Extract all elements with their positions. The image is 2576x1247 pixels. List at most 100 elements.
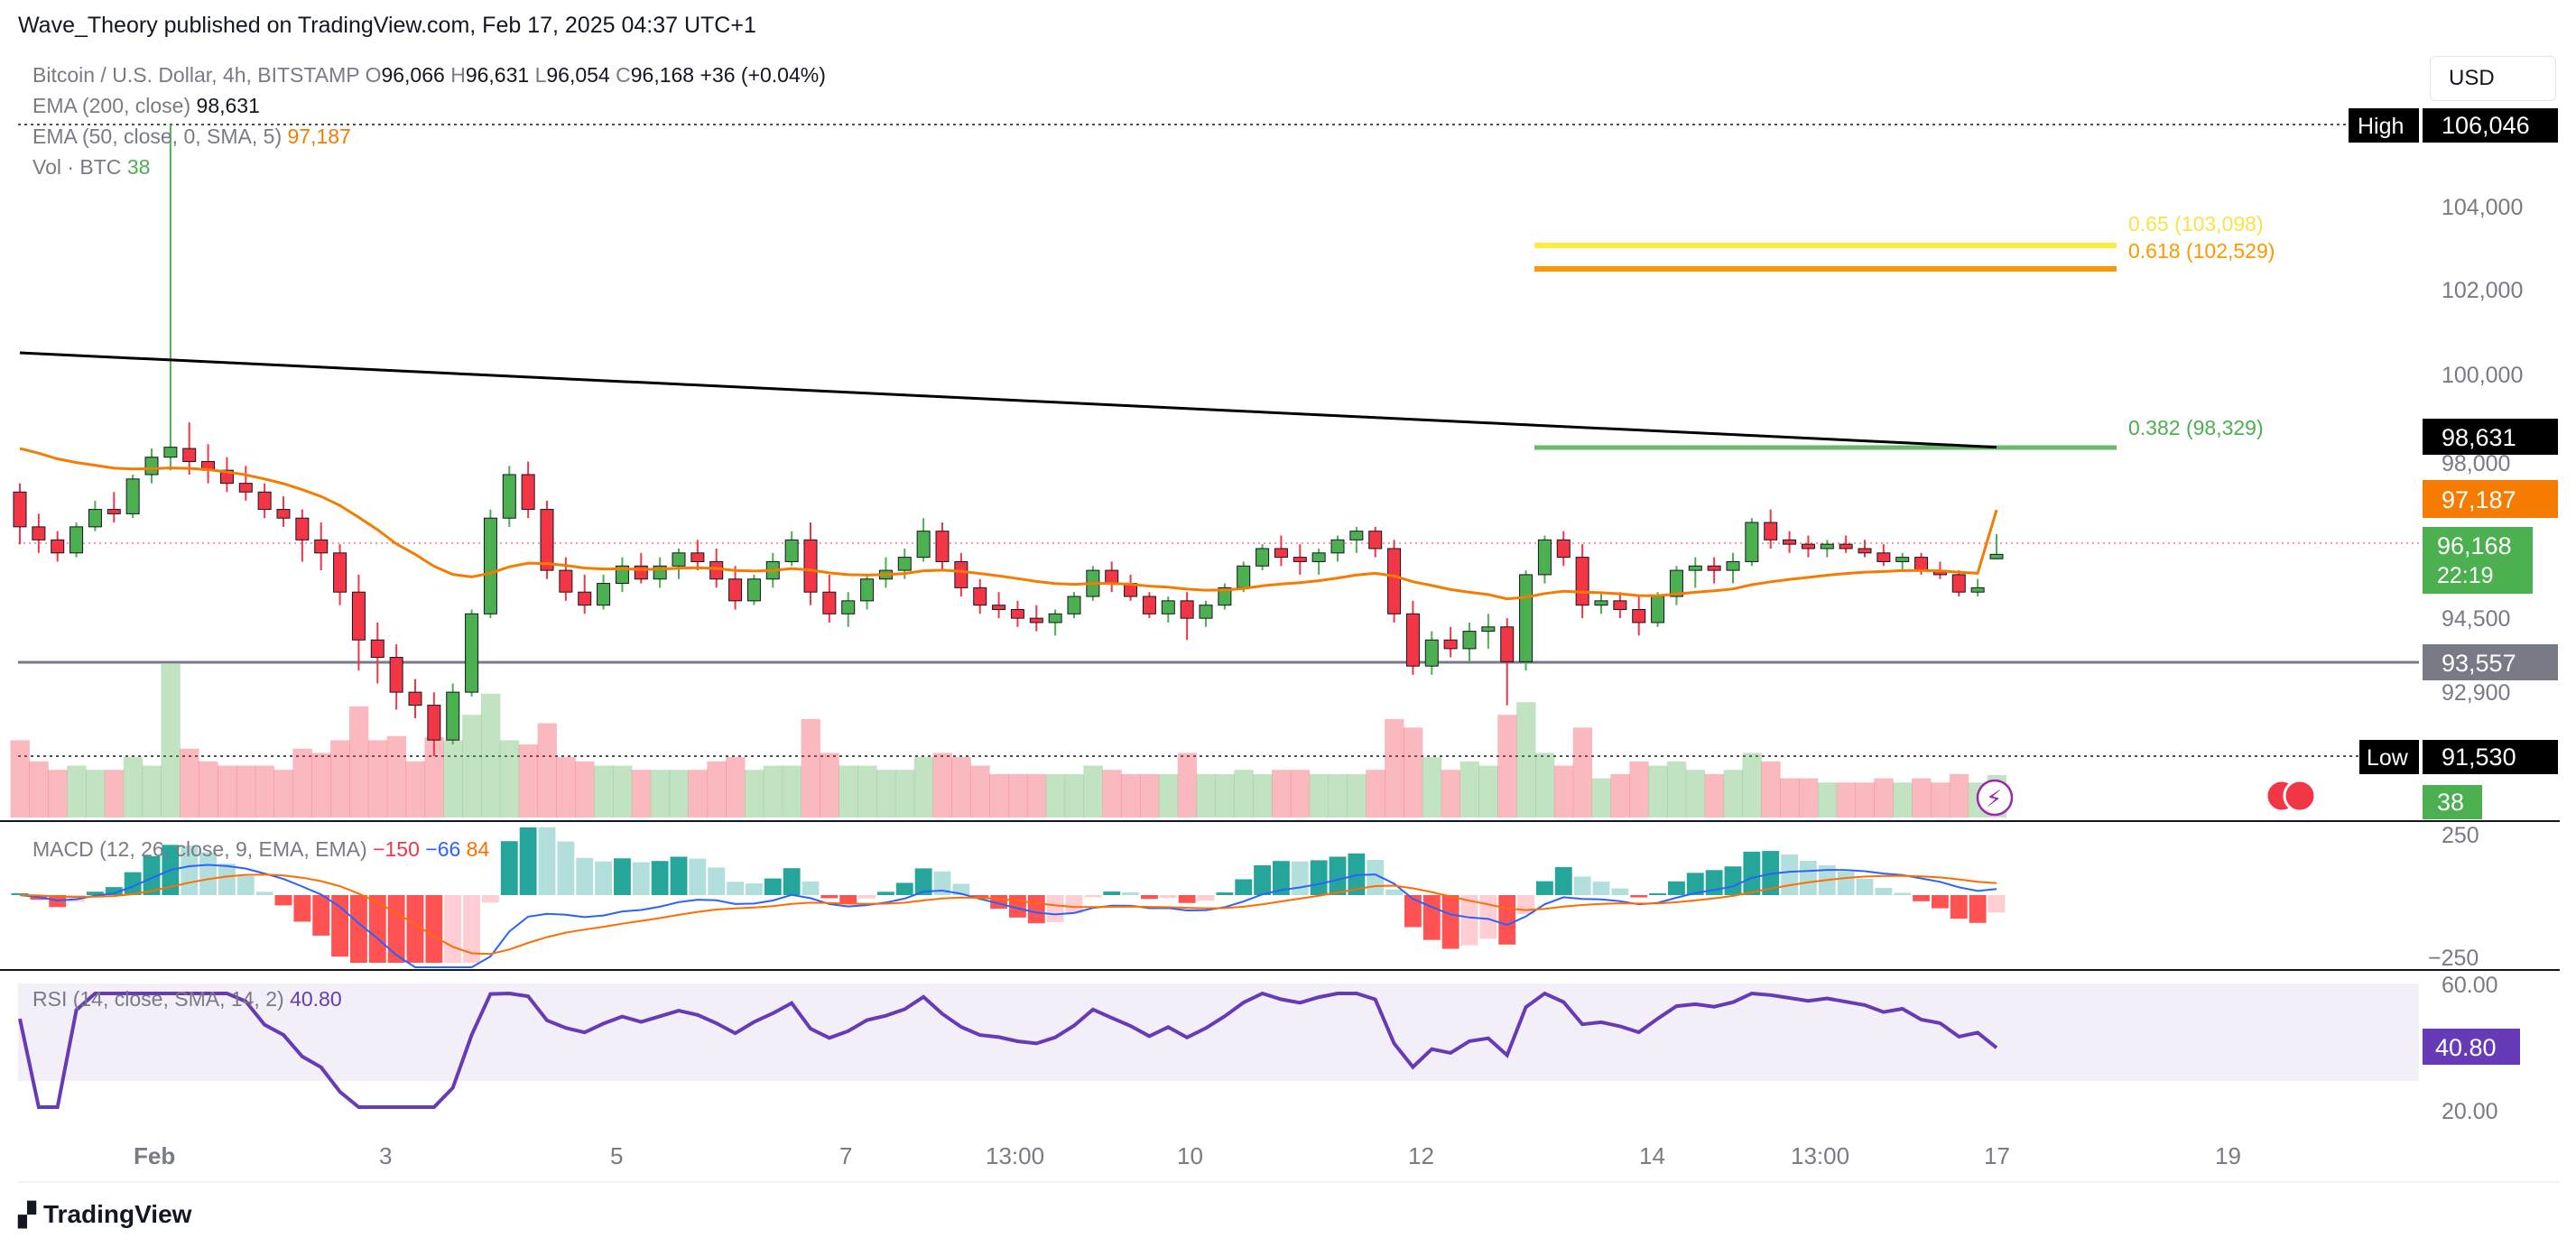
volume-bar (292, 748, 312, 817)
volume-bar (1121, 773, 1141, 817)
volume-bar (1347, 773, 1367, 817)
volume-bar (1780, 778, 1800, 817)
macd-bar (670, 856, 688, 895)
fib-0.65-label: 0.65 (103,098) (2128, 212, 2264, 236)
candle (1256, 548, 1270, 567)
volume-bar (707, 761, 727, 817)
macd-bar (143, 855, 161, 895)
svg-text:96,168: 96,168 (2437, 532, 2512, 559)
macd-bar (1103, 891, 1121, 895)
volume-bar (1064, 773, 1084, 817)
candle (709, 560, 724, 580)
macd-bar (557, 841, 575, 895)
macd-bar (482, 895, 499, 903)
macd-bar (764, 878, 782, 895)
volume-bar (1648, 765, 1668, 817)
candle (370, 639, 385, 659)
volume-badge: 38 (2423, 785, 2482, 819)
candle (1726, 560, 1740, 571)
volume-bar (894, 770, 915, 817)
volume-bar (481, 693, 501, 817)
volume-bar (1949, 773, 1969, 817)
publisher-header: Wave_Theory published on TradingView.com… (18, 13, 756, 38)
candle (992, 605, 1006, 610)
volume-bar (1912, 778, 1932, 817)
macd-bar (576, 857, 594, 895)
candle (1368, 531, 1383, 550)
volume-bar (1008, 773, 1028, 817)
candle (916, 531, 931, 559)
last-price-badge: 96,168 22:19 (2423, 527, 2533, 594)
candle (107, 509, 121, 514)
candle (1632, 608, 1646, 624)
volume-bar (1140, 773, 1160, 817)
macd-bar (708, 867, 726, 895)
macd-bar (1517, 895, 1534, 915)
volume-bar (913, 757, 934, 817)
macd-bar (218, 864, 236, 895)
volume-bar (161, 664, 181, 817)
volume-bar (1591, 778, 1611, 817)
lightning-icon[interactable] (1976, 779, 2014, 817)
macd-bar (802, 881, 820, 895)
rsi-legend: RSI (14, close, SMA, 14, 2) 40.80 (32, 987, 342, 1011)
volume-bar (537, 723, 557, 817)
macd-bar (1781, 854, 1798, 895)
macd-bar (1460, 895, 1478, 946)
rsi-tick: 60.00 (2442, 973, 2498, 998)
svg-text:97,187: 97,187 (2442, 486, 2516, 513)
macd-bar (444, 895, 462, 963)
candle (314, 539, 329, 554)
time-label: 3 (379, 1142, 392, 1169)
svg-text:93,557: 93,557 (2442, 650, 2516, 677)
candle (822, 591, 837, 614)
time-label: 19 (2215, 1142, 2241, 1169)
fib-0.618-label: 0.618 (102,529) (2128, 239, 2275, 263)
candles (13, 125, 2004, 756)
candle (1876, 552, 1891, 562)
currency-button[interactable]: USD (2430, 56, 2556, 101)
macd-bar (236, 876, 255, 895)
candle (1914, 557, 1929, 571)
volume-bar (989, 773, 1009, 817)
volume-bar (1667, 761, 1687, 817)
candle (1029, 617, 1043, 624)
volume-bar (1723, 770, 1743, 817)
candle (728, 578, 743, 602)
low-badge: Low 91,530 (2359, 740, 2558, 774)
candle (1180, 600, 1194, 619)
macd-bar (1216, 892, 1234, 895)
volume-bar (1742, 753, 1762, 817)
ema50-legend: EMA (50, close, 0, SMA, 5) 97,187 (32, 125, 351, 148)
macd-bar (839, 895, 857, 904)
macd-tick: −250 (2428, 946, 2479, 971)
macd-histogram (11, 827, 2006, 963)
volume-bar (1158, 773, 1179, 817)
volume-bar (801, 718, 820, 817)
candle (163, 447, 178, 458)
volume-bar (745, 770, 764, 817)
volume-bar (123, 757, 144, 817)
macd-bar (1141, 895, 1158, 900)
candle (1745, 522, 1759, 562)
candle (1349, 531, 1364, 540)
macd-bar (274, 895, 292, 906)
svg-text:91,530: 91,530 (2442, 744, 2516, 771)
time-label: 13:00 (1791, 1142, 1849, 1169)
countdown: 22:19 (2437, 563, 2494, 588)
time-label: 14 (1639, 1142, 1665, 1169)
macd-bar (651, 861, 669, 895)
macd-bar (1969, 895, 1987, 923)
ema200-line (19, 351, 1997, 449)
macd-bar (1404, 895, 1422, 928)
macd-bar (463, 895, 480, 963)
macd-bar (595, 861, 612, 895)
volume-bar (1874, 778, 1894, 817)
volume-legend: Vol · BTC 38 (32, 155, 151, 179)
volume-bar (1893, 782, 1913, 817)
macd-bar (1046, 895, 1064, 922)
flag-icon[interactable] (2283, 779, 2317, 813)
candle (465, 613, 479, 693)
macd-bar (1536, 881, 1553, 895)
